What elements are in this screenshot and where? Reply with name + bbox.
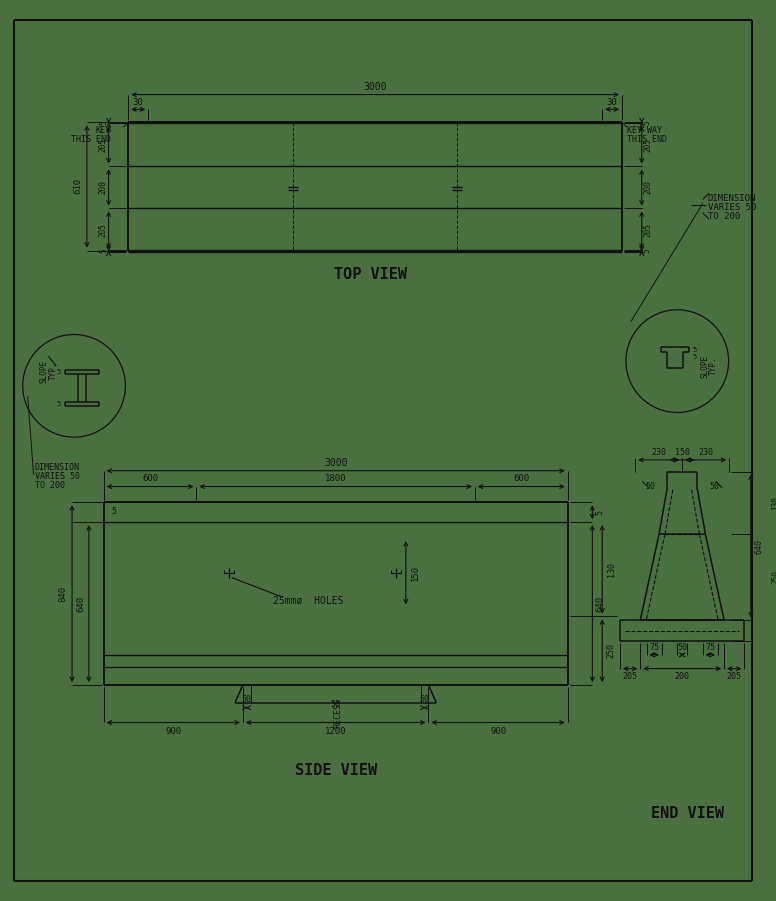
Text: 5: 5: [643, 249, 651, 253]
Text: DIMENSION: DIMENSION: [708, 194, 757, 203]
Text: 205: 205: [622, 672, 638, 681]
Text: 900: 900: [165, 727, 182, 736]
Text: 50: 50: [331, 700, 341, 709]
Text: 600: 600: [142, 474, 158, 483]
Text: 250: 250: [607, 643, 615, 659]
Text: 130: 130: [607, 561, 615, 577]
Text: 205: 205: [99, 223, 107, 237]
Text: SLOPE: SLOPE: [40, 359, 49, 383]
Text: TO 200: TO 200: [708, 212, 740, 221]
Text: 1200: 1200: [325, 727, 346, 736]
Text: 205: 205: [643, 138, 652, 151]
Text: 50: 50: [420, 696, 430, 705]
Text: TO 200: TO 200: [35, 481, 64, 490]
Text: 610: 610: [74, 178, 82, 195]
Text: 200: 200: [643, 180, 652, 195]
Text: 3000: 3000: [324, 458, 348, 468]
Text: 640: 640: [596, 596, 605, 612]
Text: 640: 640: [754, 539, 764, 553]
Text: 50: 50: [242, 696, 251, 705]
Text: 205: 205: [99, 138, 107, 151]
Text: 1800: 1800: [325, 474, 346, 483]
Text: 600: 600: [513, 474, 529, 483]
Text: SIDE VIEW: SIDE VIEW: [295, 763, 376, 778]
Text: 230: 230: [651, 449, 667, 458]
Text: 30: 30: [133, 98, 144, 107]
Text: 5: 5: [596, 510, 605, 514]
Text: END VIEW: END VIEW: [650, 805, 724, 821]
Text: 30: 30: [607, 98, 618, 107]
Text: 5: 5: [693, 347, 697, 353]
Text: 640: 640: [77, 596, 85, 612]
Text: TYP.: TYP.: [709, 357, 719, 376]
Text: 50: 50: [709, 482, 719, 491]
Text: 205: 205: [727, 672, 742, 681]
Text: KEY WAY: KEY WAY: [627, 125, 662, 134]
Text: 5: 5: [56, 369, 61, 375]
Text: THIS END: THIS END: [627, 134, 667, 143]
Text: 50: 50: [677, 643, 688, 652]
Text: 5: 5: [99, 121, 108, 125]
Text: 130: 130: [771, 496, 776, 510]
Text: 5: 5: [111, 506, 116, 515]
Text: 205: 205: [643, 223, 652, 237]
Text: DIMENSION: DIMENSION: [35, 463, 80, 472]
Text: KEY: KEY: [95, 125, 110, 134]
Text: 50: 50: [645, 482, 655, 491]
Text: 150: 150: [674, 449, 690, 458]
Text: 200: 200: [99, 180, 107, 195]
Text: 5: 5: [643, 121, 651, 125]
Text: 75: 75: [705, 643, 715, 652]
Text: 150: 150: [411, 565, 421, 581]
Text: 200: 200: [674, 672, 690, 681]
Text: 230: 230: [698, 449, 713, 458]
Text: TYP.: TYP.: [49, 362, 58, 380]
Text: 5: 5: [693, 354, 697, 360]
Text: 250: 250: [771, 570, 776, 584]
Text: 75: 75: [650, 643, 659, 652]
Text: VARIES 50: VARIES 50: [708, 203, 757, 212]
Text: 5: 5: [99, 249, 108, 253]
Text: THIS END: THIS END: [71, 134, 110, 143]
Text: SLOPE: SLOPE: [701, 354, 709, 378]
Text: VARIES 50: VARIES 50: [35, 472, 80, 481]
Text: 900: 900: [490, 727, 506, 736]
Text: 5: 5: [56, 401, 61, 406]
Text: TOP VIEW: TOP VIEW: [334, 267, 407, 282]
Text: 3000: 3000: [363, 82, 387, 92]
Text: 25mmø  HOLES: 25mmø HOLES: [272, 596, 343, 605]
Text: 840: 840: [59, 586, 68, 602]
Text: RECESS: RECESS: [333, 697, 342, 728]
